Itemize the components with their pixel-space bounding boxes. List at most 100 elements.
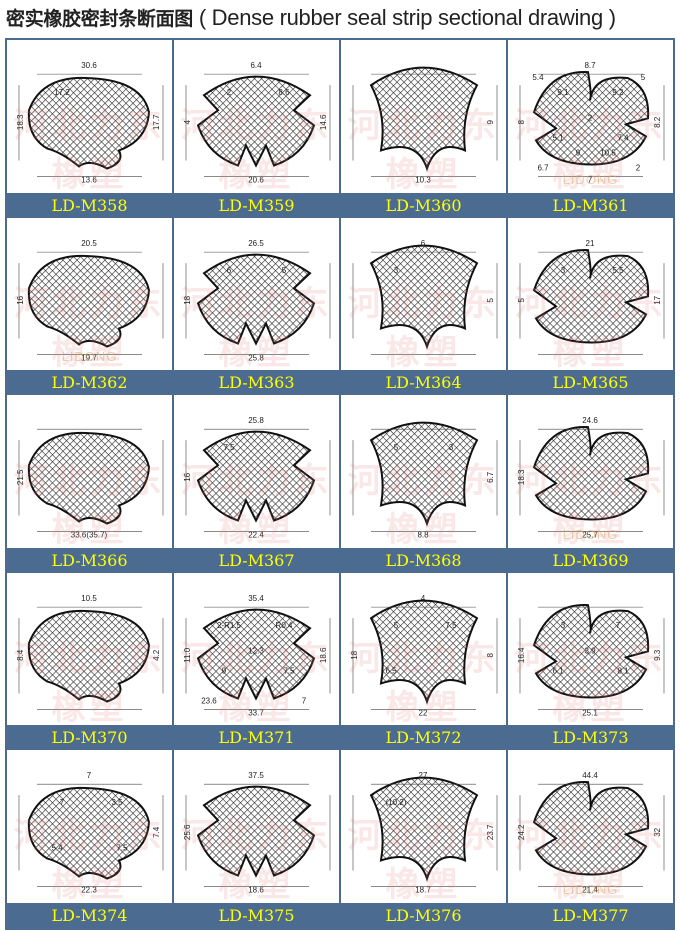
product-card[interactable]: 30.618.317.713.617.2河北力东橡塑LD-M358 xyxy=(7,40,172,218)
product-code: LD-M364 xyxy=(341,370,506,396)
seal-profile-shape xyxy=(196,75,316,168)
dimension-label: 37.5 xyxy=(248,771,264,780)
dimension-label: 17.7 xyxy=(152,114,161,130)
product-code: LD-M372 xyxy=(341,725,506,751)
dimension-label: 9 xyxy=(576,148,581,157)
product-code: LD-M366 xyxy=(7,547,172,573)
dimension-label: 25.1 xyxy=(582,708,598,717)
product-card[interactable]: 21.533.6(35.7)河北力东橡塑LD-M366 xyxy=(7,395,172,573)
product-code: LD-M368 xyxy=(341,547,506,573)
dimension-label: 2 xyxy=(227,88,232,97)
profile-diagram: 6.4 4 14.6 20.6 2 8.6 xyxy=(183,61,331,185)
dimension-label: 22 xyxy=(419,708,428,717)
section-drawing: 6.78.853河北力东橡塑 xyxy=(341,395,506,548)
dimension-label: 7 xyxy=(588,176,593,185)
dimension-label: 6.5 xyxy=(385,666,397,675)
lidong-logo: LIDONG xyxy=(562,171,619,187)
profile-diagram: 26.5 18 25.8 6 5 xyxy=(183,239,331,362)
dimension-label: 4 xyxy=(183,120,192,125)
dimension-label: 9 xyxy=(222,666,227,675)
dimension-label: 25.8 xyxy=(248,416,264,425)
dimension-label: 22.4 xyxy=(248,531,264,540)
section-drawing: 21.533.6(35.7)河北力东橡塑 xyxy=(7,395,172,548)
product-card[interactable]: 24.618.325.7河北力东橡塑LIDONGLD-M369 xyxy=(508,395,673,573)
dimension-label: 10.3 xyxy=(415,176,431,185)
product-card[interactable]: 8.788.279.19.25.17.426.725.45910.5河北力东橡塑… xyxy=(508,40,673,218)
dimension-label: 19.7 xyxy=(81,353,97,362)
dimension-label: 10.5 xyxy=(81,594,97,603)
product-code: LD-M373 xyxy=(508,725,673,751)
dimension-label: 20.6 xyxy=(248,176,264,185)
dimension-label: 5 xyxy=(486,297,495,302)
section-drawing: 24.618.325.7河北力东橡塑LIDONG xyxy=(508,395,673,548)
product-code: LD-M376 xyxy=(341,903,506,928)
dimension-label: 7.4 xyxy=(152,827,161,839)
dimension-label: 9 xyxy=(486,120,495,125)
dimension-label: 5 xyxy=(641,73,646,82)
profile-diagram: 24.6 18.3 25.7 xyxy=(517,416,665,540)
dimension-label: 21 xyxy=(586,239,595,248)
lidong-logo: LIDONG xyxy=(61,349,118,365)
profile-diagram: 35.4 11.0 18.6 33.7 2-R1.5 R0.4 9 7.5 12.3 23.6 7 xyxy=(183,594,331,717)
dimension-label: 4.2 xyxy=(152,649,161,661)
product-grid: 30.618.317.713.617.2河北力东橡塑LD-M3586.4414.… xyxy=(5,38,675,930)
seal-profile-shape xyxy=(27,432,151,525)
seal-profile-shape xyxy=(532,71,650,166)
dimension-label: (10.2) xyxy=(386,799,407,808)
dimension-label: 6 xyxy=(227,266,232,275)
dimension-label: 14.6 xyxy=(319,114,328,130)
dimension-label: 30.6 xyxy=(81,61,97,70)
dimension-label: 7 xyxy=(87,771,92,780)
dimension-label: 5 xyxy=(282,266,287,275)
seal-profile-shape xyxy=(532,248,650,344)
profile-diagram: 910.3 xyxy=(352,66,498,185)
seal-profile-shape xyxy=(532,781,650,876)
product-code: LD-M362 xyxy=(7,370,172,396)
dimension-label: 33.7 xyxy=(248,708,264,717)
dimension-label: 18.3 xyxy=(517,469,526,485)
section-drawing: 35.411.018.633.72-R1.5R0.497.512.323.67河… xyxy=(174,572,339,726)
section-drawing: 653河北力东橡塑 xyxy=(341,217,506,371)
product-code: LD-M365 xyxy=(508,370,673,396)
product-card[interactable]: 77.422.373.55.47.5河北力东橡塑LD-M374 xyxy=(7,750,172,928)
product-card[interactable]: 6.78.853河北力东橡塑LD-M368 xyxy=(341,395,506,573)
seal-profile-shape xyxy=(369,777,479,883)
dimension-label: 11.0 xyxy=(183,647,192,663)
dimension-label: 10.5 xyxy=(600,148,616,157)
profile-diagram: 44.4 24.2 32 21.4 xyxy=(517,771,665,895)
dimension-label: 12.3 xyxy=(248,646,264,655)
profile-diagram: 25.8 16 22.4 7.5 xyxy=(183,416,331,540)
dimension-label: 9.2 xyxy=(612,88,624,97)
seal-profile-shape xyxy=(27,76,151,170)
seal-profile-shape xyxy=(532,426,650,521)
dimension-label: 8.2 xyxy=(653,116,662,128)
product-card[interactable]: 10.58.44.2河北力东橡塑LD-M370 xyxy=(7,572,172,751)
product-card[interactable]: 653河北力东橡塑LD-M364 xyxy=(341,217,506,396)
dimension-label: 2 xyxy=(588,113,593,122)
profile-diagram: 16.4 9.3 25.1 3 7 6.1 8.1 3.9 xyxy=(517,603,665,717)
product-card[interactable]: 910.3河北力东橡塑LD-M360 xyxy=(341,40,506,218)
dimension-label: 5.4 xyxy=(51,844,63,853)
dimension-label: 35.4 xyxy=(248,594,264,603)
dimension-label: 17 xyxy=(653,295,662,304)
profile-diagram: 10.5 8.4 4.2 xyxy=(16,594,164,710)
section-drawing: 30.618.317.713.617.2河北力东橡塑 xyxy=(7,40,172,193)
dimension-label: 6 xyxy=(421,239,426,248)
dimension-label: 5.5 xyxy=(612,266,624,275)
dimension-label: 7.5 xyxy=(283,666,295,675)
product-card[interactable]: 35.411.018.633.72-R1.5R0.497.512.323.67河… xyxy=(174,572,339,751)
product-card[interactable]: 37.525.618.6河北力东橡塑LD-M375 xyxy=(174,750,339,928)
